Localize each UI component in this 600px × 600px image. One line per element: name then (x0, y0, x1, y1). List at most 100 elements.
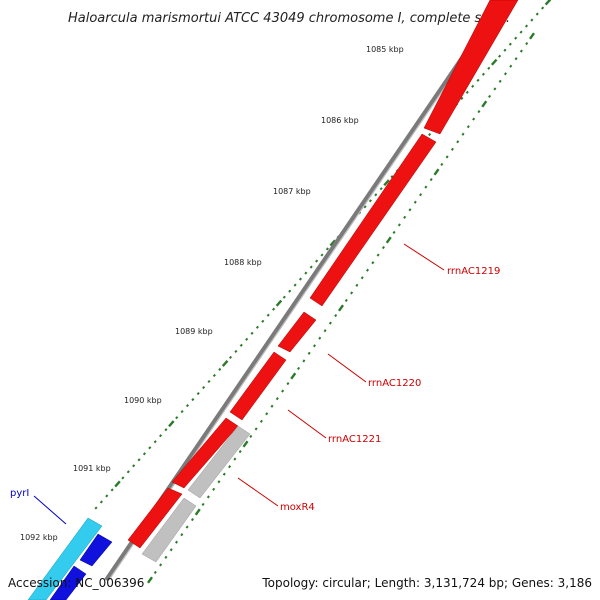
inner-minor-tick (323, 329, 327, 333)
outer-minor-tick (465, 90, 469, 94)
gene-rrnAC1219[interactable] (423, 0, 519, 135)
outer-major-tick (168, 420, 175, 428)
inner-minor-tick (413, 200, 417, 204)
gene-label-rrnAC1219[interactable]: rrnAC1219 (447, 266, 500, 277)
inner-minor-tick (488, 94, 492, 99)
outer-minor-tick (202, 385, 206, 390)
outer-minor-tick (212, 373, 216, 378)
leader-pyrI (33, 495, 67, 525)
inner-minor-tick (233, 457, 237, 461)
outer-minor-tick (309, 265, 313, 269)
outer-major-tick (329, 239, 336, 247)
gene-rrnAC1221[interactable] (229, 351, 287, 421)
inner-minor-tick (376, 253, 380, 257)
outer-minor-tick (234, 349, 238, 353)
inner-minor-tick (355, 283, 359, 287)
inner-major-tick (433, 168, 440, 176)
gene-label-rrnAC1221[interactable]: rrnAC1221 (328, 434, 381, 445)
outer-minor-tick (180, 410, 184, 414)
inner-minor-tick (403, 215, 407, 219)
outer-minor-tick (535, 12, 539, 16)
outer-minor-tick (153, 440, 157, 444)
gene-label-moxR4[interactable]: moxR4 (280, 502, 315, 513)
outer-minor-tick (514, 36, 518, 40)
gene-pyrI[interactable] (27, 517, 103, 600)
outer-minor-tick (541, 6, 545, 10)
inner-minor-tick (318, 336, 322, 340)
outer-minor-tick (487, 66, 491, 70)
outer-major-tick (275, 299, 283, 307)
inner-minor-tick (472, 117, 476, 121)
outer-minor-tick (175, 416, 179, 420)
outer-tick-track (94, 0, 552, 510)
gene-label-pyrI[interactable]: pyrI (10, 488, 29, 499)
lower-left-genes (27, 517, 113, 600)
inner-minor-tick (270, 404, 274, 408)
genome-backbone (104, 0, 502, 582)
outer-minor-tick (196, 391, 200, 396)
outer-minor-tick (288, 289, 292, 293)
gene-blue-2[interactable] (49, 565, 87, 600)
inner-minor-tick (275, 397, 279, 401)
inner-minor-tick (190, 517, 194, 522)
outer-minor-tick (524, 24, 529, 28)
inner-minor-tick (164, 555, 168, 559)
outer-minor-tick (282, 295, 286, 299)
inner-major-tick (290, 372, 297, 380)
inner-minor-tick (461, 132, 465, 136)
gene-moxR4[interactable] (171, 417, 239, 489)
inner-minor-tick (307, 351, 311, 355)
outer-minor-tick (132, 464, 136, 468)
inner-minor-tick (297, 366, 301, 371)
outer-minor-tick (460, 96, 464, 100)
outer-minor-tick (121, 476, 125, 480)
inner-minor-tick (424, 185, 428, 189)
outer-minor-tick (245, 337, 249, 341)
backbone-highlight (108, 1, 504, 581)
inner-minor-tick (212, 487, 216, 491)
inner-minor-tick (328, 321, 332, 325)
inner-minor-tick (217, 480, 221, 484)
inner-major-tick (481, 100, 488, 108)
outer-minor-tick (228, 355, 233, 359)
inner-minor-tick (201, 502, 205, 507)
inner-minor-tick (509, 64, 513, 68)
tick-label-1085: 1085 kbp (366, 45, 404, 54)
inner-minor-tick (366, 268, 370, 272)
outer-minor-tick (142, 452, 146, 456)
gene-forward-lower[interactable] (127, 487, 183, 549)
outer-minor-tick (137, 458, 141, 462)
gene-grey-upper[interactable] (187, 425, 251, 499)
outer-minor-tick (379, 187, 383, 191)
outer-minor-tick (315, 259, 319, 263)
inner-minor-tick (419, 193, 423, 197)
inner-minor-tick (259, 419, 263, 423)
outer-minor-tick (476, 78, 480, 82)
gene-rrnAC1220[interactable] (277, 311, 317, 353)
outer-minor-tick (390, 175, 394, 179)
tick-label-1086: 1086 kbp (321, 116, 359, 125)
outer-minor-tick (508, 42, 512, 46)
gene-rrnAC1219-arrow[interactable] (309, 133, 437, 307)
inner-tick-track (147, 32, 535, 584)
inner-major-tick (529, 32, 535, 40)
inner-minor-tick (392, 230, 396, 235)
outer-minor-tick (304, 271, 308, 275)
inner-minor-tick (344, 298, 348, 303)
inner-minor-tick (466, 125, 470, 129)
inner-major-tick (194, 508, 201, 516)
outer-minor-tick (191, 398, 195, 402)
inner-major-tick (242, 440, 249, 448)
gene-blue-1[interactable] (79, 533, 113, 567)
outer-minor-tick (368, 199, 372, 203)
inner-minor-tick (450, 147, 454, 151)
accession-text: Accession: NC_006396 (8, 576, 144, 590)
outer-minor-tick (99, 500, 103, 504)
inner-minor-tick (519, 49, 523, 53)
inner-minor-tick (381, 245, 385, 250)
gene-label-rrnAC1220[interactable]: rrnAC1220 (368, 378, 421, 389)
gene-grey-lower[interactable] (141, 497, 197, 563)
outer-minor-tick (250, 331, 254, 335)
